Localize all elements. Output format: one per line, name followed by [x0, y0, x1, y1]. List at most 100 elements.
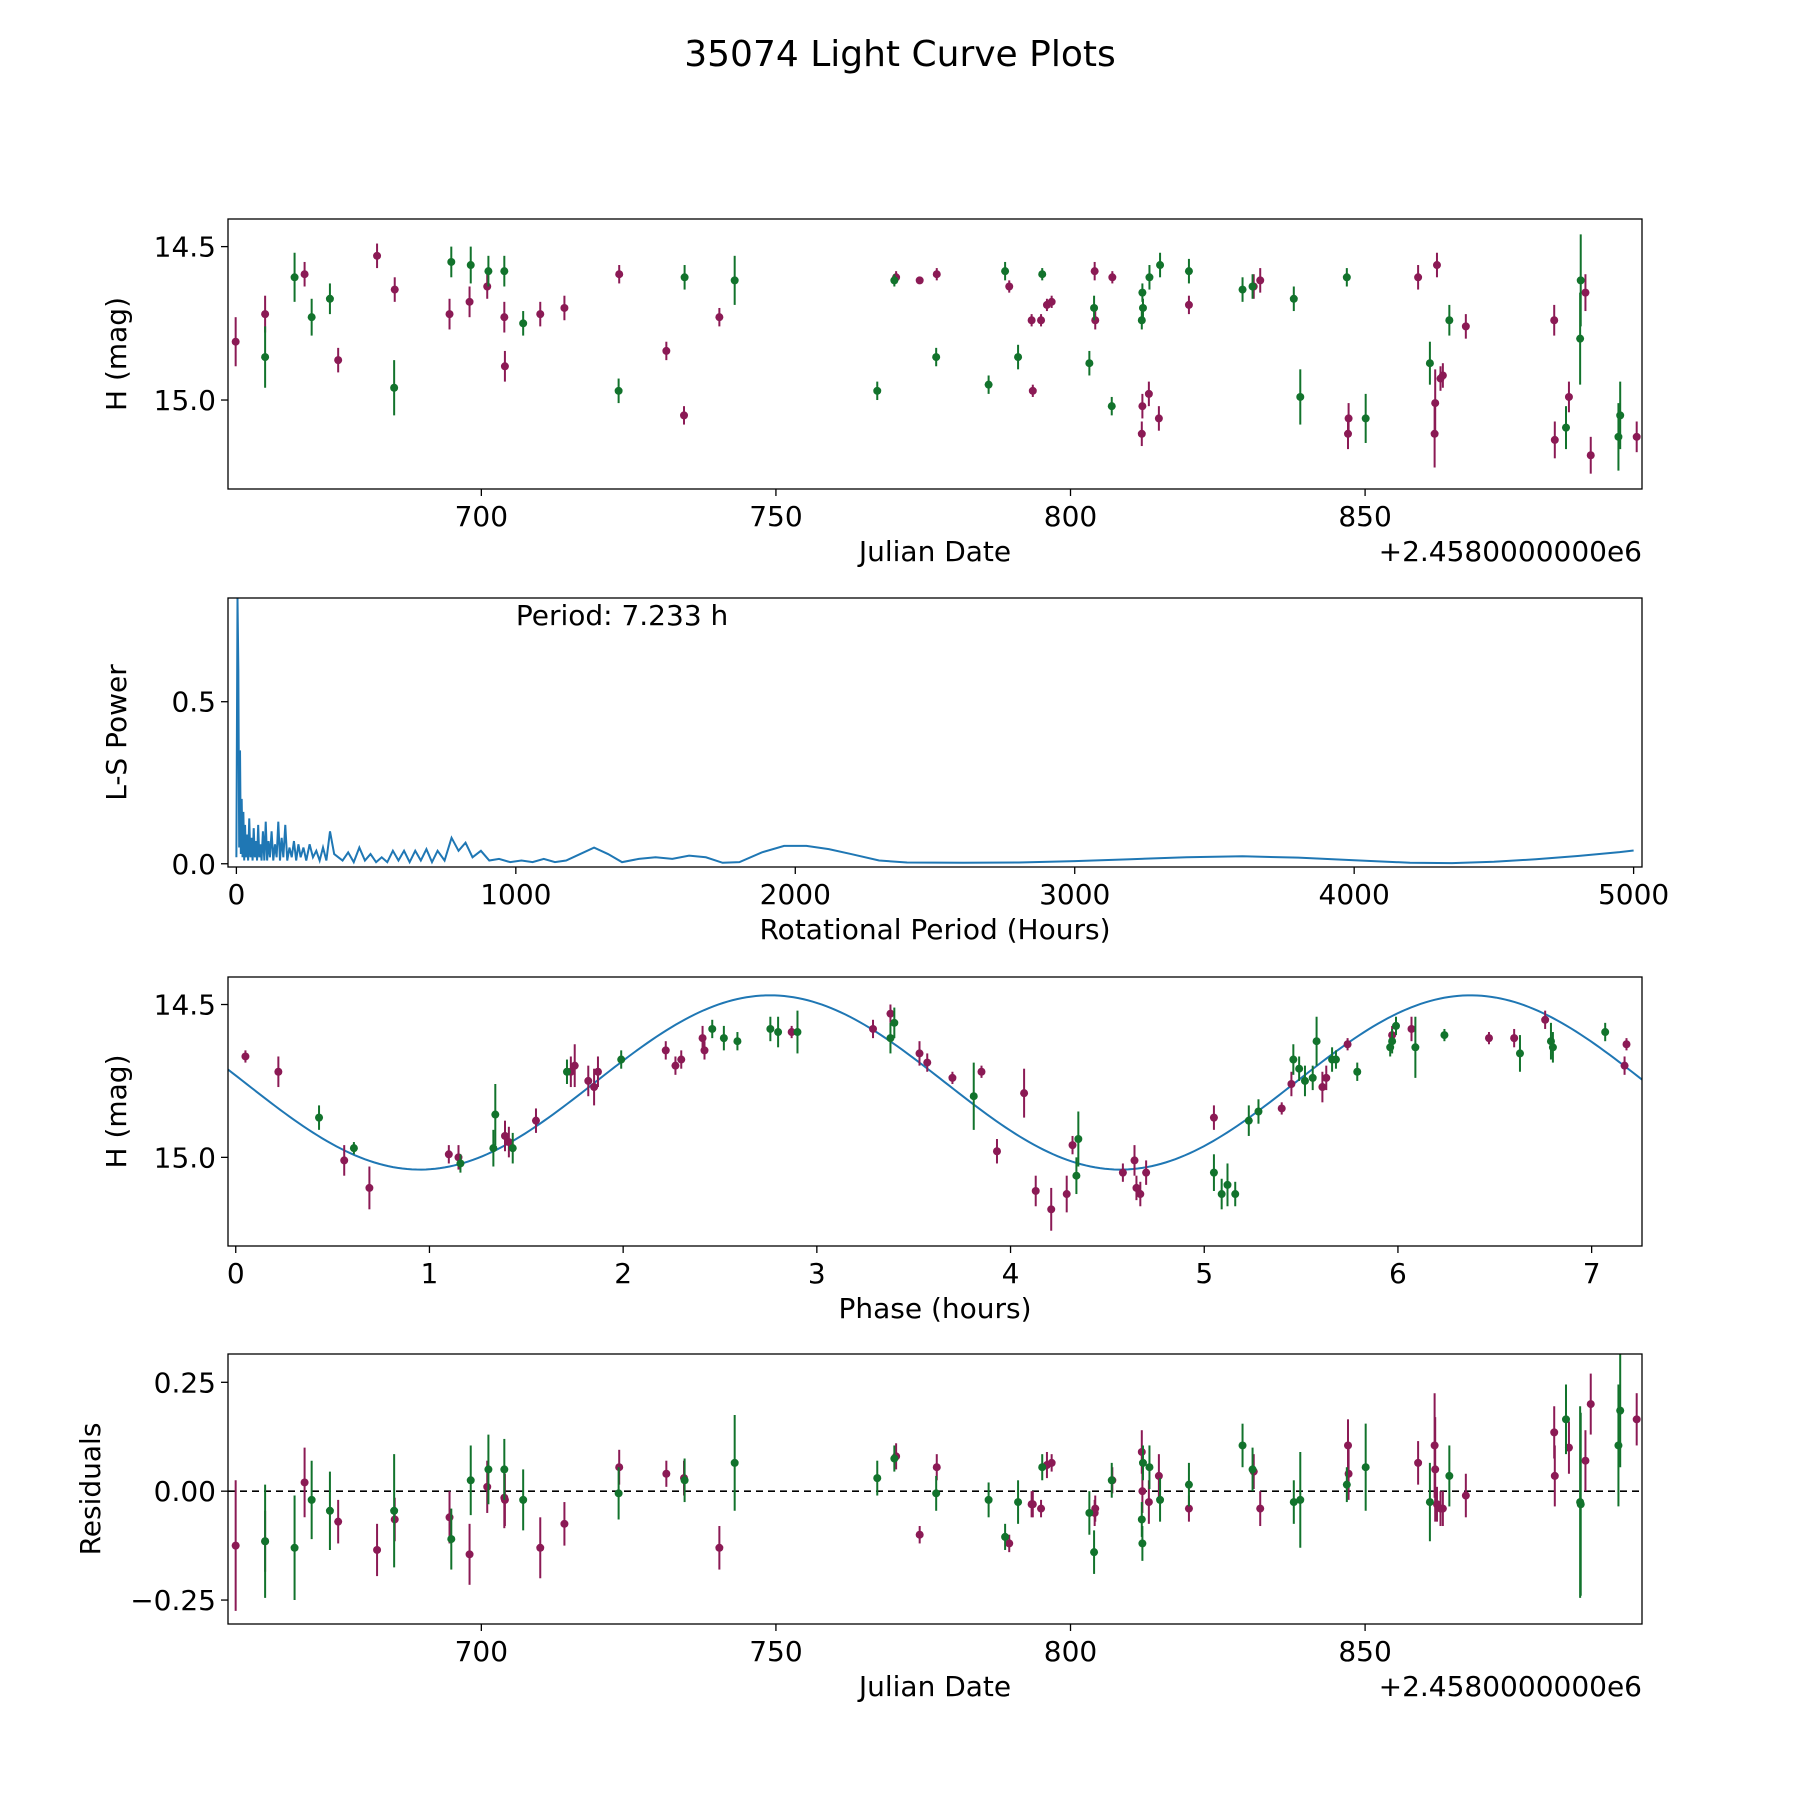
phased-curve-xtick-label: 7 [1583, 1257, 1601, 1290]
phased-curve-purple-point [1322, 1073, 1331, 1082]
residuals-ytick-label: −0.25 [130, 1584, 216, 1617]
residuals-purple-point [373, 1545, 382, 1554]
residuals-green-point [1342, 1480, 1351, 1489]
light-curve-purple-point [1586, 451, 1595, 460]
light-curve-green-point [614, 386, 623, 395]
light-curve-green-point [1156, 261, 1165, 270]
phased-curve-purple-point [671, 1061, 680, 1070]
residuals-xlabel: Julian Date [857, 1670, 1011, 1703]
phased-curve-xtick-label: 2 [614, 1257, 632, 1290]
residuals-ylabel: Residuals [74, 1423, 107, 1556]
periodogram-panel: 0 1000 2000 3000 4000 5000 0.0 0.5 Rotational Pe… [100, 597, 1669, 946]
light-curve-purple-point [500, 362, 509, 371]
residuals-purple-point [915, 1530, 924, 1539]
light-curve-purple-point [1550, 316, 1559, 325]
phased-curve-xtick-label: 3 [808, 1257, 826, 1290]
residuals-purple-point [1414, 1458, 1423, 1467]
phased-curve-green-point [774, 1028, 783, 1037]
phased-curve-green-point [508, 1144, 517, 1153]
light-curve-green-point [325, 294, 334, 303]
phased-curve-green-point [733, 1037, 742, 1046]
residuals-green-point [1361, 1463, 1370, 1472]
residuals-purple-point [932, 1463, 941, 1472]
residuals-green-point [1616, 1406, 1625, 1415]
phased-curve-purple-point [1136, 1190, 1145, 1199]
phased-curve-purple-point [1343, 1040, 1352, 1049]
residuals-green-point [680, 1476, 689, 1485]
phased-curve-purple-point [1118, 1168, 1127, 1177]
residuals-purple-point [1344, 1469, 1353, 1478]
light-curve-purple-point [1027, 316, 1036, 325]
light-curve-purple-point [261, 310, 270, 319]
phased-curve-purple-point [886, 1009, 895, 1018]
phased-curve-purple-point [1031, 1186, 1040, 1195]
light-curve-green-point [1616, 411, 1625, 420]
figure-title: 35074 Light Curve Plots [684, 34, 1116, 75]
residuals-green-point [1296, 1495, 1305, 1504]
light-curve-green-point [466, 261, 475, 270]
phased-curve-green-point [349, 1144, 358, 1153]
residuals-green-point [1137, 1515, 1146, 1524]
residuals-green-point [261, 1537, 270, 1546]
light-curve-purple-point [1108, 273, 1117, 282]
light-curve-green-point [484, 267, 493, 276]
residuals-purple-point [1550, 1428, 1559, 1437]
light-curve-purple-point [483, 282, 492, 291]
light-curve-green-point [984, 380, 993, 389]
light-curve-purple-point [231, 337, 240, 346]
phased-curve-green-point [1331, 1055, 1340, 1064]
phased-curve-purple-point [584, 1076, 593, 1085]
light-curve-purple-point [1564, 392, 1573, 401]
phased-curve-purple-point [915, 1049, 924, 1058]
phased-curve-xtick-label: 0 [227, 1257, 245, 1290]
residuals-green-point [1614, 1441, 1623, 1450]
phased-curve-green-point [793, 1028, 802, 1037]
light-curve-purple-point [300, 270, 309, 279]
light-curve-green-point [1001, 267, 1010, 276]
phased-curve-purple-point [698, 1034, 707, 1043]
phased-curve-purple-point [1510, 1034, 1519, 1043]
light-curve-green-point [1342, 273, 1351, 282]
residuals-purple-point [1037, 1504, 1046, 1513]
phased-curve-green-point [489, 1144, 498, 1153]
light-curve-purple-point [560, 303, 569, 312]
light-curve-green-point [1576, 334, 1585, 343]
light-curve-purple-point [1005, 282, 1014, 291]
residuals-xtick-label: 800 [1044, 1635, 1097, 1668]
residuals-green-point [1001, 1532, 1010, 1541]
light-curve-xlabel: Julian Date [857, 535, 1011, 568]
phased-curve-green-point [491, 1110, 500, 1119]
phased-curve-purple-point [590, 1083, 599, 1092]
residuals-green-point [390, 1506, 399, 1515]
light-curve-purple-point [1461, 322, 1470, 331]
periodogram-xtick-label: 3000 [1039, 878, 1110, 911]
phased-curve-purple-point [661, 1046, 670, 1055]
residuals-green-point [1561, 1415, 1570, 1424]
residuals-green-point [1107, 1476, 1116, 1485]
phased-curve-purple-point [923, 1058, 932, 1067]
phased-curve-purple-point [1132, 1183, 1141, 1192]
residuals-green-point [519, 1495, 528, 1504]
periodogram-xtick-label: 0 [227, 878, 245, 911]
residuals-green-point [307, 1495, 316, 1504]
residuals-green-point [484, 1465, 493, 1474]
phased-curve-xlabel: Phase (hours) [838, 1292, 1031, 1325]
residuals-green-point [1085, 1508, 1094, 1517]
residuals-purple-point [231, 1541, 240, 1550]
phased-curve-ytick-label: 15.0 [154, 1141, 216, 1174]
light-curve-purple-point [932, 270, 941, 279]
light-curve-green-point [519, 319, 528, 328]
phased-curve-green-point [1231, 1190, 1240, 1199]
phased-curve-green-point [1209, 1168, 1218, 1177]
light-curve-purple-point [465, 297, 474, 306]
residuals-green-point [932, 1489, 941, 1498]
residuals-green-point [447, 1535, 456, 1544]
light-curve-green-point [290, 273, 299, 282]
phased-curve-purple-point [1541, 1015, 1550, 1024]
residuals-green-point [1138, 1458, 1147, 1467]
light-curve-green-point [1238, 285, 1247, 294]
light-curve-purple-point [1154, 414, 1163, 423]
light-curve-plot-area [231, 234, 1641, 474]
light-curve-green-point [932, 353, 941, 362]
